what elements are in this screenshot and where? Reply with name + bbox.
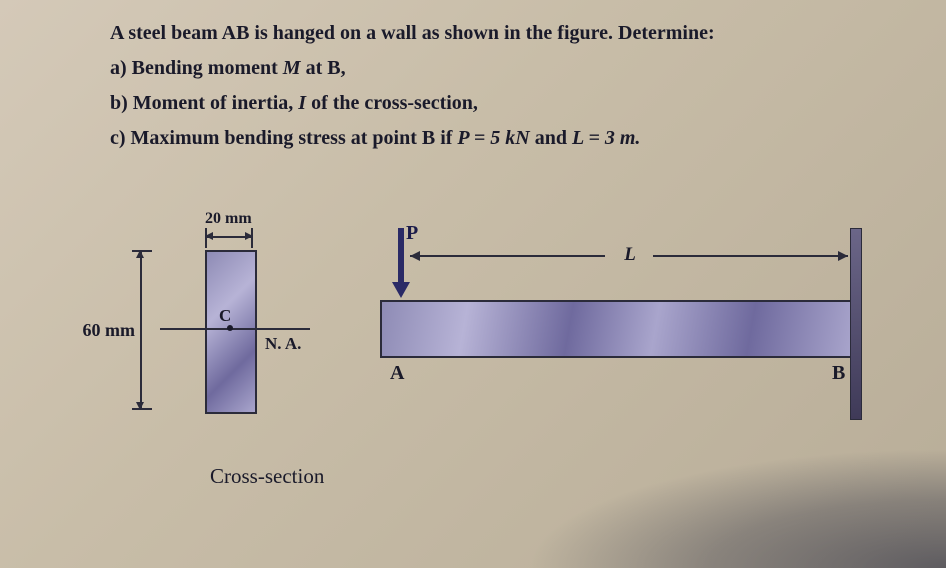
length-line-left [410,255,605,257]
wall-support [850,228,862,420]
length-dimension: L [410,246,848,266]
cs-width-arrow-left-icon [205,232,213,240]
point-a-label: A [390,362,404,385]
force-label: P [406,222,418,245]
point-b-label: B [832,362,845,385]
cs-height-label: 60 mm [65,320,135,341]
beam-body [380,300,854,358]
cross-section-caption: Cross-section [210,464,324,489]
part-c-and: and [530,127,572,149]
figures-region: 20 mm C N. A. 60 mm Cross-section [60,210,920,510]
centroid-label: C [219,306,231,326]
part-b: b) Moment of inertia, I of the cross-sec… [110,88,890,119]
cs-height-line [140,250,142,410]
cs-height-arrow-up-icon [136,250,144,258]
length-arrow-right-icon [838,251,848,261]
part-c-P: P = 5 kN [457,127,529,149]
page-root: A steel beam AB is hanged on a wall as s… [0,0,946,568]
part-c-prefix: c) Maximum bending stress at point B if [110,127,457,149]
part-b-text: b) Moment of inertia, I of the cross-sec… [110,92,478,114]
part-a-text: a) Bending moment M at B, [110,57,346,79]
problem-statement: A steel beam AB is hanged on a wall as s… [110,18,890,158]
cs-width-label: 20 mm [205,210,265,228]
length-line-right [653,255,848,257]
part-a: a) Bending moment M at B, [110,53,890,84]
part-c-L: L = 3 m. [572,127,640,149]
beam-figure: P L A B [360,210,920,470]
part-c: c) Maximum bending stress at point B if … [110,123,890,154]
cs-width-dimension: 20 mm [205,212,253,246]
force-arrow-head [392,282,410,298]
cs-width-arrow-right-icon [245,232,253,240]
cs-height-dimension: 60 mm [120,250,200,410]
neutral-axis-label: N. A. [265,334,301,354]
cs-height-arrow-down-icon [136,402,144,410]
cs-rectangle [205,250,257,414]
force-arrow-shaft [398,228,404,284]
intro-line: A steel beam AB is hanged on a wall as s… [110,18,890,49]
length-label: L [610,244,650,266]
length-arrow-left-icon [410,251,420,261]
